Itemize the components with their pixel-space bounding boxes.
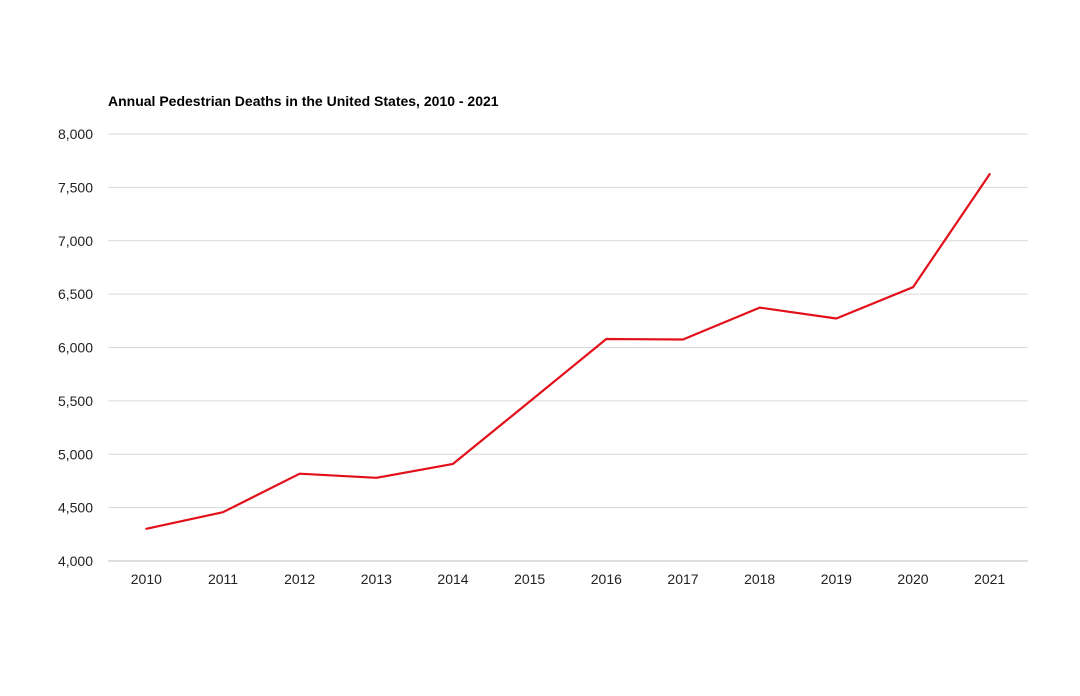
y-tick-label: 6,500 — [58, 286, 93, 302]
y-tick-label: 5,500 — [58, 393, 93, 409]
x-tick-label: 2021 — [974, 571, 1005, 587]
chart-title: Annual Pedestrian Deaths in the United S… — [108, 93, 499, 109]
x-tick-label: 2010 — [131, 571, 162, 587]
y-tick-label: 8,000 — [58, 126, 93, 142]
series-layer — [145, 173, 991, 530]
x-tick-label: 2011 — [208, 571, 238, 587]
y-tick-label: 7,500 — [58, 179, 93, 195]
y-axis-ticks: 4,000 4,500 5,000 5,500 6,000 6,500 7,000 7,500… — [58, 126, 93, 569]
x-tick-label: 2016 — [591, 571, 622, 587]
x-tick-label: 2012 — [284, 571, 315, 587]
gridlines — [108, 133, 1028, 562]
series-line-0 — [145, 173, 991, 530]
x-tick-label: 2015 — [514, 571, 545, 587]
x-tick-label: 2019 — [821, 571, 852, 587]
y-tick-label: 4,500 — [58, 500, 93, 516]
x-tick-label: 2017 — [667, 571, 698, 587]
x-tick-label: 2018 — [744, 571, 775, 587]
y-tick-label: 7,000 — [58, 233, 93, 249]
x-tick-label: 2013 — [361, 571, 392, 587]
x-tick-label: 2014 — [437, 571, 468, 587]
x-axis-ticks: 2010 2011 2012 2013 2014 2015 2016 2017 2018 2019… — [131, 571, 1006, 587]
y-tick-label: 4,000 — [58, 553, 93, 569]
x-tick-label: 2020 — [897, 571, 928, 587]
y-tick-label: 6,000 — [58, 340, 93, 356]
y-tick-label: 5,000 — [58, 446, 93, 462]
